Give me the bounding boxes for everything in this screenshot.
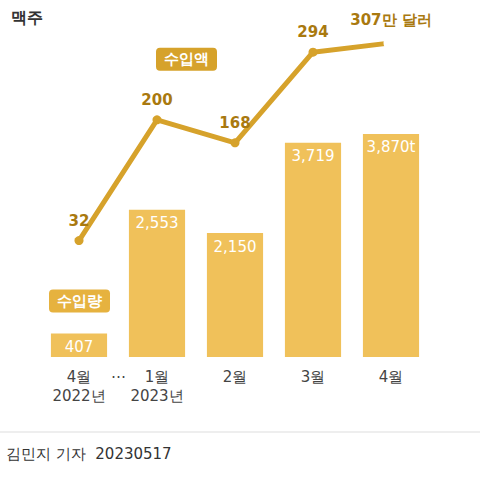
- svg-text:32: 32: [69, 212, 90, 230]
- svg-text:294: 294: [297, 23, 328, 41]
- svg-text:3월: 3월: [301, 368, 326, 386]
- svg-text:2023년: 2023년: [130, 387, 183, 405]
- svg-text:2022년: 2022년: [52, 387, 105, 405]
- svg-text:200: 200: [141, 91, 172, 109]
- svg-text:…: …: [111, 364, 126, 382]
- svg-text:4월: 4월: [67, 368, 92, 386]
- svg-text:2,150: 2,150: [214, 238, 257, 256]
- svg-text:맥주: 맥주: [11, 8, 43, 27]
- svg-text:2,553: 2,553: [136, 214, 179, 232]
- svg-text:4월: 4월: [379, 368, 404, 386]
- svg-text:307만 달러: 307만 달러: [350, 11, 432, 29]
- svg-text:2월: 2월: [223, 368, 248, 386]
- svg-text:168: 168: [219, 114, 250, 132]
- svg-text:수입액: 수입액: [164, 50, 209, 68]
- svg-text:3,870t: 3,870t: [367, 138, 416, 156]
- svg-text:407: 407: [65, 338, 94, 356]
- svg-text:김민지 기자 20230517: 김민지 기자 20230517: [6, 445, 172, 463]
- svg-text:수입량: 수입량: [57, 292, 102, 310]
- svg-text:1월: 1월: [145, 368, 170, 386]
- svg-text:3,719: 3,719: [292, 147, 335, 165]
